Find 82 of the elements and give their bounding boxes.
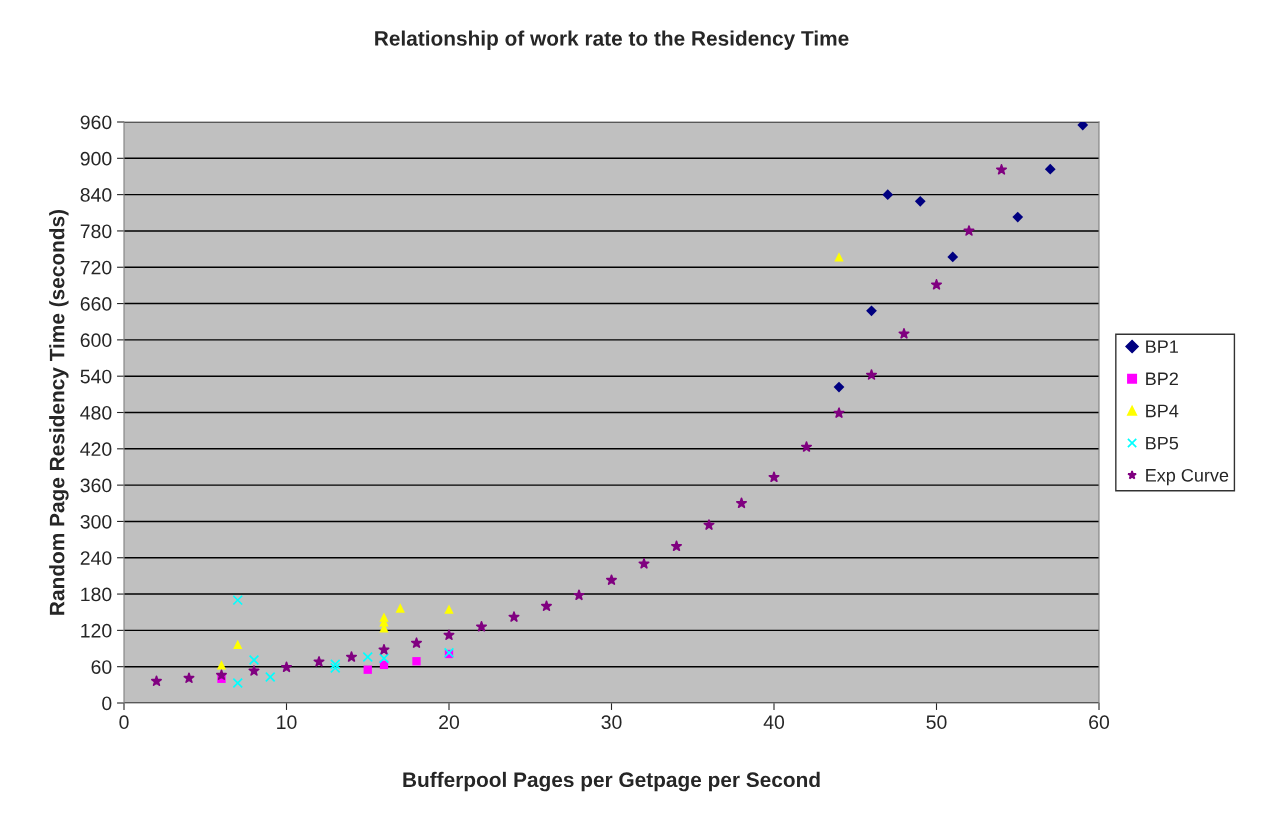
point xyxy=(735,497,748,509)
point xyxy=(330,659,341,670)
point xyxy=(768,471,780,483)
chart-title: Relationship of work rate to the Residency Time xyxy=(375,30,849,50)
x-tick-label: 20 xyxy=(439,715,460,730)
point xyxy=(605,574,618,585)
y-tick-label: 180 xyxy=(81,587,112,602)
x-tick-label: 40 xyxy=(763,715,785,730)
point xyxy=(395,603,405,613)
point xyxy=(248,665,260,676)
point xyxy=(345,651,358,662)
point xyxy=(265,671,276,683)
point xyxy=(898,328,910,339)
point xyxy=(330,662,341,674)
y-tick-label: 960 xyxy=(80,115,112,130)
y-tick-label: 720 xyxy=(80,260,112,275)
legend-label: BP1 xyxy=(1146,340,1178,353)
point xyxy=(914,195,926,207)
x-axis-title: Bufferpool Pages per Getpage per Second xyxy=(403,771,820,792)
x-tick-label: 60 xyxy=(1089,715,1110,730)
point xyxy=(930,279,943,290)
point xyxy=(475,620,488,632)
legend-label: Exp Curve xyxy=(1146,468,1229,486)
y-axis-title: Random Page Residency Time (seconds) xyxy=(49,209,69,615)
y-tick-label: 240 xyxy=(80,551,112,565)
point xyxy=(703,519,715,530)
point xyxy=(1012,211,1024,223)
point xyxy=(882,189,894,200)
x-tick-label: 0 xyxy=(119,715,129,730)
y-tick-label: 360 xyxy=(80,478,112,493)
point xyxy=(232,677,243,689)
legend-label: BP4 xyxy=(1146,404,1179,418)
point xyxy=(410,637,423,648)
y-tick-label: 840 xyxy=(80,188,112,202)
point xyxy=(443,629,455,641)
point xyxy=(378,643,390,655)
point xyxy=(638,558,650,569)
legend-label: BP2 xyxy=(1146,372,1178,385)
y-tick-label: 660 xyxy=(80,297,112,311)
point xyxy=(1044,163,1056,175)
point xyxy=(800,441,813,452)
y-tick-label: 540 xyxy=(80,369,112,384)
point xyxy=(215,669,228,680)
x-tick-label: 30 xyxy=(601,715,622,730)
point xyxy=(670,540,683,552)
point xyxy=(378,652,390,664)
point xyxy=(216,660,227,670)
legend-label: BP5 xyxy=(1146,436,1179,450)
point xyxy=(947,251,959,263)
point xyxy=(540,600,553,611)
y-tick-label: 480 xyxy=(80,405,112,420)
point xyxy=(248,654,260,666)
point xyxy=(362,651,373,663)
point xyxy=(865,369,878,380)
y-tick-label: 300 xyxy=(80,514,112,529)
x-tick-label: 50 xyxy=(926,715,947,730)
point xyxy=(866,305,877,317)
y-tick-label: 420 xyxy=(80,442,112,457)
point xyxy=(233,639,243,649)
y-tick-label: 780 xyxy=(80,224,112,239)
point xyxy=(183,672,195,683)
y-tick-label: 60 xyxy=(91,660,112,674)
point xyxy=(508,611,520,622)
point xyxy=(1077,122,1089,131)
point xyxy=(150,675,163,687)
point xyxy=(573,589,585,601)
point xyxy=(834,252,844,262)
point xyxy=(833,407,845,418)
point xyxy=(232,594,243,606)
x-tick-label: 10 xyxy=(277,715,297,730)
point xyxy=(280,661,293,673)
point xyxy=(412,657,421,666)
point xyxy=(963,225,975,236)
y-tick-label: 0 xyxy=(102,696,112,711)
point xyxy=(363,665,372,674)
point xyxy=(833,381,845,393)
y-tick-label: 900 xyxy=(80,151,112,166)
y-tick-label: 120 xyxy=(81,623,112,638)
point xyxy=(313,656,325,667)
point xyxy=(444,604,454,614)
y-tick-label: 600 xyxy=(80,333,112,348)
point xyxy=(995,164,1008,175)
